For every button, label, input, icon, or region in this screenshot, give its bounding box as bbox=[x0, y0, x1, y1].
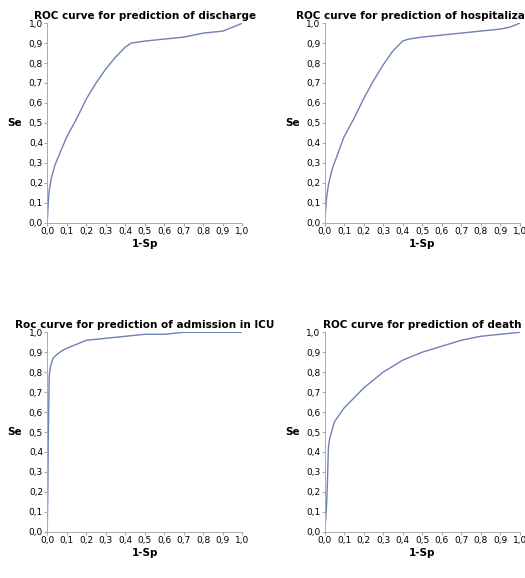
Y-axis label: Se: Se bbox=[285, 118, 299, 128]
Title: ROC curve for prediction of discharge: ROC curve for prediction of discharge bbox=[34, 11, 256, 21]
Y-axis label: Se: Se bbox=[8, 427, 22, 437]
Title: ROC curve for prediction of hospitalization: ROC curve for prediction of hospitalizat… bbox=[296, 11, 525, 21]
Title: ROC curve for prediction of death: ROC curve for prediction of death bbox=[323, 320, 521, 330]
X-axis label: 1-Sp: 1-Sp bbox=[132, 239, 158, 249]
Title: Roc curve for prediction of admission in ICU: Roc curve for prediction of admission in… bbox=[15, 320, 275, 330]
Y-axis label: Se: Se bbox=[8, 118, 22, 128]
X-axis label: 1-Sp: 1-Sp bbox=[132, 548, 158, 558]
X-axis label: 1-Sp: 1-Sp bbox=[409, 239, 435, 249]
Y-axis label: Se: Se bbox=[285, 427, 299, 437]
X-axis label: 1-Sp: 1-Sp bbox=[409, 548, 435, 558]
